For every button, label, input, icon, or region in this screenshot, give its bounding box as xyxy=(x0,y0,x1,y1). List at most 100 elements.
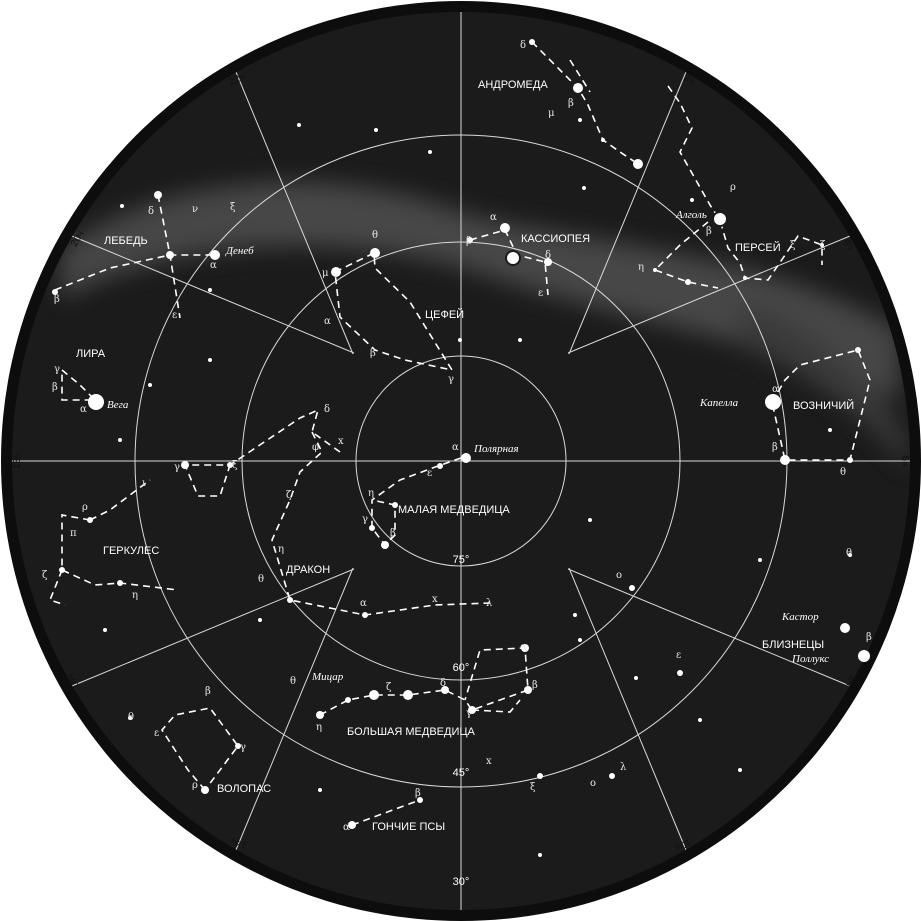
svg-text:β: β xyxy=(205,686,211,697)
star-name-castor: Кастор xyxy=(781,611,819,623)
constellation-perseus: ПЕРСЕЙ xyxy=(735,241,781,254)
svg-text:β: β xyxy=(52,382,58,393)
hour-label-8: 8ч xyxy=(843,674,858,688)
constellation-hercules: ГЕРКУЛЕС xyxy=(103,545,159,557)
star-vega xyxy=(88,394,104,410)
svg-text:θ: θ xyxy=(128,712,134,723)
star-pollux xyxy=(858,650,870,662)
svg-text:ζ: ζ xyxy=(386,682,392,693)
star-polaris xyxy=(461,453,471,463)
constellation-draco: ДРАКОН xyxy=(286,564,330,576)
svg-text:γ: γ xyxy=(240,742,246,753)
svg-text:θ: θ xyxy=(372,230,378,241)
hour-label-18: 18ч xyxy=(12,453,23,469)
star-deneb xyxy=(210,250,220,260)
svg-text:α: α xyxy=(772,384,779,395)
svg-text:x: x xyxy=(338,436,344,447)
svg-text:η: η xyxy=(316,722,322,733)
star-name-mizar: Мицар xyxy=(311,671,344,683)
star-name-polaris: Полярная xyxy=(473,443,519,455)
constellation-names: АНДРОМЕДА КАССИОПЕЯ ПЕРСЕЙ ЛЕБЕДЬ ЦЕФЕЙ … xyxy=(76,79,854,833)
star-name-capella: Капелла xyxy=(699,397,739,409)
star-mizar xyxy=(369,690,379,700)
svg-text:π: π xyxy=(70,528,77,539)
svg-text:β: β xyxy=(532,680,538,691)
svg-text:α: α xyxy=(210,260,217,271)
svg-text:ρ: ρ xyxy=(192,780,198,791)
svg-text:β: β xyxy=(390,528,396,539)
svg-text:ε: ε xyxy=(172,310,177,321)
constellation-ursa-major: БОЛЬШАЯ МЕДВЕДИЦА xyxy=(347,726,476,738)
svg-text:δ: δ xyxy=(520,40,526,51)
svg-text:δ: δ xyxy=(440,678,446,689)
svg-text:ζ: ζ xyxy=(42,570,48,581)
svg-text:δ: δ xyxy=(148,206,154,217)
svg-text:ε: ε xyxy=(154,728,159,739)
svg-text:μ: μ xyxy=(322,268,329,279)
svg-text:ξ: ξ xyxy=(530,782,536,793)
svg-text:o: o xyxy=(616,570,622,581)
constellation-canes-venatici: ГОНЧИЕ ПСЫ xyxy=(372,821,445,833)
constellation-gemini: БЛИЗНЕЦЫ xyxy=(762,639,824,651)
constellation-cygnus: ЛЕБЕДЬ xyxy=(104,235,148,247)
star-algol xyxy=(712,211,728,227)
hour-label-4: 4ч xyxy=(841,237,856,252)
svg-text:δ: δ xyxy=(545,250,551,261)
svg-text:β: β xyxy=(54,294,60,305)
svg-text:γ: γ xyxy=(362,514,368,525)
star-name-algol: Алголь xyxy=(675,209,707,221)
constellation-cassiopeia: КАССИОПЕЯ xyxy=(521,233,590,245)
svg-text:η: η xyxy=(368,488,374,499)
svg-text:γ: γ xyxy=(448,374,454,385)
star-capella xyxy=(765,394,781,410)
svg-text:ζ: ζ xyxy=(286,490,292,501)
svg-text:β: β xyxy=(866,632,872,643)
svg-text:x: x xyxy=(432,594,438,605)
constellation-lyra: ЛИРА xyxy=(76,348,106,360)
constellation-ursa-minor: МАЛАЯ МЕДВЕДИЦА xyxy=(398,504,510,516)
svg-text:η: η xyxy=(132,590,138,601)
svg-text:ν: ν xyxy=(192,204,198,215)
star-names: Полярная Денеб Вега Алголь Капелла Касто… xyxy=(107,209,829,683)
stars xyxy=(52,39,870,857)
svg-text:μ: μ xyxy=(548,108,555,119)
svg-text:α: α xyxy=(452,442,459,453)
star-name-deneb: Денеб xyxy=(225,245,254,257)
svg-text:ε: ε xyxy=(538,288,543,299)
svg-text:x: x xyxy=(486,756,492,767)
dec-label-30: 30° xyxy=(453,876,470,888)
svg-text:β: β xyxy=(568,98,574,109)
svg-text:β: β xyxy=(466,236,472,247)
svg-text:ρ: ρ xyxy=(730,182,736,193)
hour-lines xyxy=(12,12,910,910)
svg-text:α: α xyxy=(80,404,87,415)
svg-text:γ: γ xyxy=(174,462,180,473)
svg-text:δ: δ xyxy=(324,404,330,415)
svg-text:α: α xyxy=(324,316,331,327)
dec-label-45: 45° xyxy=(453,767,470,779)
declination-labels: 75° 60° 45° 30° xyxy=(453,554,470,888)
star-castor xyxy=(840,623,850,633)
hour-label-12: 12ч xyxy=(453,909,469,920)
svg-text:ξ: ξ xyxy=(230,202,236,213)
svg-text:β: β xyxy=(415,788,421,799)
svg-text:β: β xyxy=(370,348,376,359)
svg-text:ε: ε xyxy=(676,650,681,661)
svg-text:α: α xyxy=(490,212,497,223)
svg-text:θ: θ xyxy=(846,548,852,559)
constellation-bootes: ВОЛОПАС xyxy=(217,783,271,795)
svg-text:φ: φ xyxy=(312,442,319,453)
svg-text:η: η xyxy=(638,262,644,273)
svg-text:ρ: ρ xyxy=(82,502,88,513)
svg-text:η: η xyxy=(278,544,284,555)
svg-text:θ: θ xyxy=(258,574,264,585)
svg-text:ξ: ξ xyxy=(232,460,238,471)
svg-text:β: β xyxy=(706,226,712,237)
constellation-auriga: ВОЗНИЧИЙ xyxy=(793,399,854,412)
svg-text:ι: ι xyxy=(142,478,146,489)
constellation-andromeda: АНДРОМЕДА xyxy=(478,79,548,91)
svg-text:ο: ο xyxy=(590,778,596,789)
dec-label-60: 60° xyxy=(453,662,470,674)
svg-text:γ: γ xyxy=(466,708,472,719)
dec-label-75: 75° xyxy=(453,554,470,566)
